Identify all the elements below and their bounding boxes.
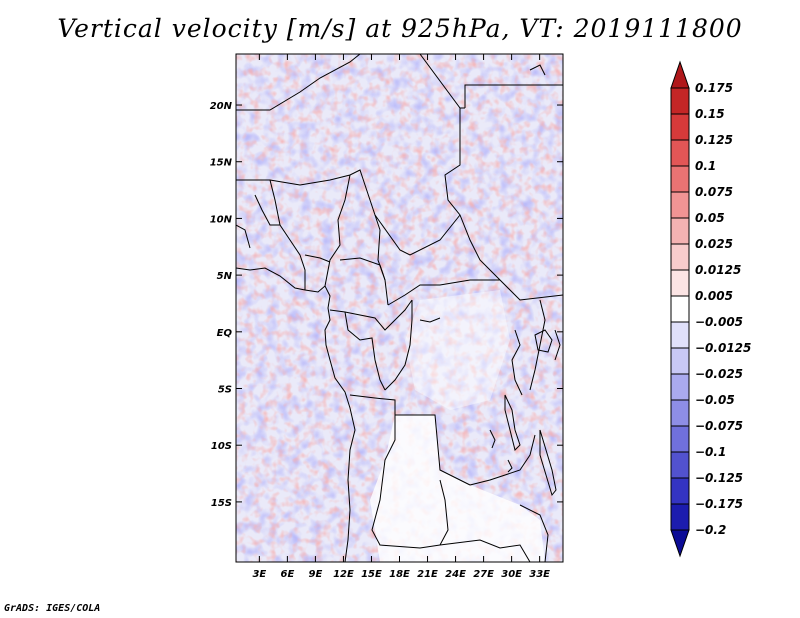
lakes [419, 64, 557, 497]
colorbar-swatch [670, 425, 690, 453]
lon-tick-label: 21E [417, 569, 438, 580]
colorbar-swatch [670, 113, 690, 141]
colorbar: 0.175 0.15 0.125 0.1 0.075 0.05 0.025 0.0125 0.0… [670, 60, 751, 558]
lon-tick-label: 33E [529, 569, 550, 580]
colorbar-label: 0.075 [695, 185, 733, 199]
velocity-field [236, 54, 563, 562]
latitude-axis: 20N 15N 10N 5N EQ 5S 10S 15S [210, 101, 563, 509]
colorbar-label: 0.1 [695, 159, 716, 173]
lon-tick-label: 15E [361, 569, 382, 580]
country-borders [236, 54, 563, 562]
colorbar-label: −0.175 [695, 497, 743, 511]
colorbar-label: −0.075 [695, 419, 743, 433]
lon-tick-label: 24E [445, 569, 466, 580]
lon-tick-label: 3E [252, 569, 266, 580]
map-title: Vertical velocity [m/s] at 925hPa, VT: 2… [57, 14, 743, 43]
colorbar-label: 0.025 [695, 237, 733, 251]
colorbar-label: 0.15 [695, 107, 725, 121]
colorbar-label: 0.125 [695, 133, 733, 147]
lat-tick-label: EQ [217, 328, 233, 339]
colorbar-swatch [670, 347, 690, 375]
colorbar-swatch [670, 139, 690, 167]
lat-tick-label: 15S [211, 498, 232, 509]
colorbar-swatch [670, 451, 690, 479]
lon-tick-label: 18E [389, 569, 410, 580]
colorbar-swatch [670, 399, 690, 427]
colorbar-label: −0.1 [695, 445, 726, 459]
lon-tick-label: 12E [333, 569, 354, 580]
colorbar-swatch [670, 321, 690, 349]
lon-tick-label: 30E [501, 569, 522, 580]
colorbar-swatch [670, 373, 690, 401]
colorbar-swatch [670, 217, 690, 245]
colorbar-label: 0.0125 [695, 263, 741, 277]
lat-tick-label: 10S [211, 441, 232, 452]
colorbar-label: −0.025 [695, 367, 743, 381]
colorbar-label: −0.005 [695, 315, 743, 329]
colorbar-swatch [670, 87, 690, 115]
colorbar-swatch [670, 529, 690, 558]
colorbar-swatch [670, 295, 690, 323]
colorbar-swatch [670, 165, 690, 193]
longitude-axis: 3E 6E 9E 12E 15E 18E 21E 24E 27E 30E 33E [252, 54, 550, 580]
lon-tick-label: 6E [280, 569, 294, 580]
colorbar-label: −0.0125 [695, 341, 751, 355]
colorbar-swatch [670, 269, 690, 297]
lat-tick-label: 15N [210, 158, 233, 169]
colorbar-label: −0.05 [695, 393, 735, 407]
grads-credit: GrADS: IGES/COLA [4, 603, 101, 614]
colorbar-swatch [670, 243, 690, 271]
lon-tick-label: 27E [473, 569, 494, 580]
lon-tick-label: 9E [309, 569, 323, 580]
lat-tick-label: 20N [210, 101, 233, 112]
colorbar-label: 0.05 [695, 211, 725, 225]
lat-tick-label: 5N [217, 271, 233, 282]
lat-tick-label: 10N [210, 214, 233, 225]
colorbar-label: 0.175 [695, 81, 733, 95]
colorbar-swatch [670, 191, 690, 219]
colorbar-label: 0.005 [695, 289, 733, 303]
colorbar-label: −0.2 [695, 523, 726, 537]
colorbar-label: −0.125 [695, 471, 743, 485]
colorbar-swatch [670, 477, 690, 505]
colorbar-swatch [670, 503, 690, 531]
lat-tick-label: 5S [218, 385, 232, 396]
colorbar-swatch [670, 60, 690, 89]
